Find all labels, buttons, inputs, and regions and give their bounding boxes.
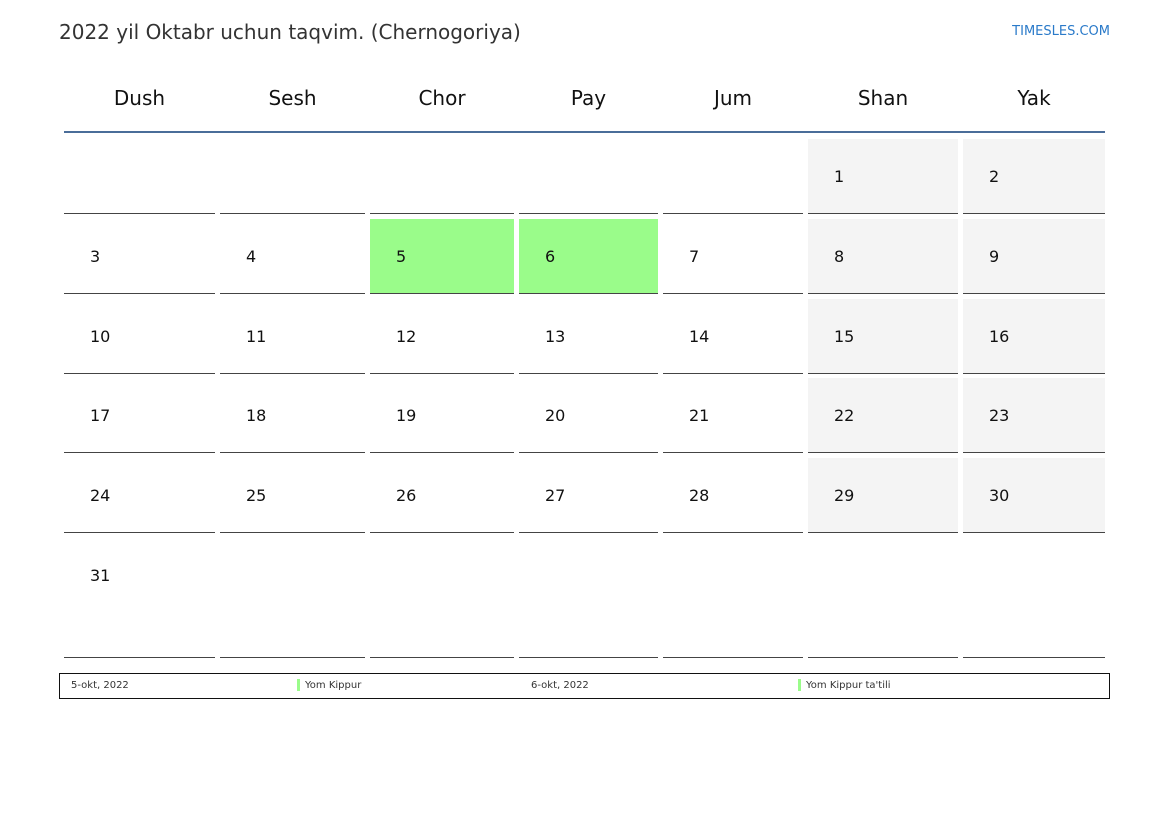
- day-number: 10: [90, 327, 111, 346]
- day-number: 25: [246, 486, 267, 505]
- day-number: 20: [545, 406, 566, 425]
- weekday-header: Dush: [113, 86, 166, 110]
- day-cell: [370, 139, 514, 214]
- day-cell: 15: [808, 299, 958, 374]
- day-number: 27: [545, 486, 566, 505]
- day-number: 15: [834, 327, 855, 346]
- day-number: 14: [689, 327, 710, 346]
- brand-link[interactable]: TIMESLES.COM: [1012, 24, 1110, 39]
- day-number: 21: [689, 406, 710, 425]
- day-cell: 19: [370, 378, 514, 453]
- day-cell: 22: [808, 378, 958, 453]
- day-number: 9: [989, 247, 1000, 266]
- day-cell: [663, 139, 803, 214]
- day-number: 1: [834, 167, 845, 186]
- weekday-header: Yak: [1017, 86, 1051, 110]
- day-cell: 30: [963, 458, 1105, 533]
- page-title: 2022 yil Oktabr uchun taqvim. (Chernogor…: [59, 20, 521, 44]
- day-cell: 3: [64, 219, 215, 294]
- day-cell: 1: [808, 139, 958, 214]
- day-number: 19: [396, 406, 417, 425]
- day-cell: 24: [64, 458, 215, 533]
- day-number: 12: [396, 327, 417, 346]
- day-cell: [808, 538, 958, 658]
- day-number: 6: [545, 247, 556, 266]
- day-number: 2: [989, 167, 1000, 186]
- day-cell: 16: [963, 299, 1105, 374]
- day-number: 7: [689, 247, 700, 266]
- weekday-header: Chor: [418, 86, 466, 110]
- day-cell: 29: [808, 458, 958, 533]
- day-number: 22: [834, 406, 855, 425]
- day-cell: 17: [64, 378, 215, 453]
- day-cell: 26: [370, 458, 514, 533]
- day-cell: 5: [370, 219, 514, 294]
- header-divider: [64, 131, 1105, 133]
- day-number: 4: [246, 247, 257, 266]
- day-cell: 21: [663, 378, 803, 453]
- day-number: 29: [834, 486, 855, 505]
- weekday-header: Sesh: [268, 86, 317, 110]
- day-cell: [963, 538, 1105, 658]
- holiday-color-marker: [798, 679, 801, 691]
- day-cell: 8: [808, 219, 958, 294]
- day-cell: 12: [370, 299, 514, 374]
- day-cell: [519, 538, 658, 658]
- day-cell: 27: [519, 458, 658, 533]
- day-cell: 7: [663, 219, 803, 294]
- day-number: 28: [689, 486, 710, 505]
- day-cell: 13: [519, 299, 658, 374]
- day-number: 31: [90, 566, 111, 585]
- day-cell: [220, 538, 365, 658]
- day-cell: 2: [963, 139, 1105, 214]
- day-number: 8: [834, 247, 845, 266]
- day-number: 23: [989, 406, 1010, 425]
- day-number: 30: [989, 486, 1010, 505]
- day-cell: 10: [64, 299, 215, 374]
- day-cell: 18: [220, 378, 365, 453]
- day-cell: [220, 139, 365, 214]
- day-number: 11: [246, 327, 267, 346]
- day-cell: [519, 139, 658, 214]
- day-cell: 31: [64, 538, 215, 658]
- legend-holiday: Yom Kippur: [305, 680, 362, 691]
- day-cell: 6: [519, 219, 658, 294]
- day-cell: [370, 538, 514, 658]
- legend-date: 6-okt, 2022: [531, 680, 589, 691]
- day-cell: [663, 538, 803, 658]
- day-cell: [64, 139, 215, 214]
- holiday-color-marker: [297, 679, 300, 691]
- legend-holiday: Yom Kippur ta'tili: [806, 680, 891, 691]
- weekday-header: Pay: [570, 86, 607, 110]
- legend-date: 5-okt, 2022: [71, 680, 129, 691]
- weekday-header: Jum: [713, 86, 753, 110]
- holiday-legend: 5-okt, 2022 Yom Kippur 6-okt, 2022 Yom K…: [59, 673, 1110, 699]
- weekday-header: Shan: [857, 86, 909, 110]
- day-number: 13: [545, 327, 566, 346]
- day-cell: 11: [220, 299, 365, 374]
- day-cell: 28: [663, 458, 803, 533]
- day-cell: 23: [963, 378, 1105, 453]
- day-number: 5: [396, 247, 407, 266]
- day-number: 17: [90, 406, 111, 425]
- day-number: 24: [90, 486, 111, 505]
- day-number: 18: [246, 406, 267, 425]
- day-number: 26: [396, 486, 417, 505]
- day-cell: 25: [220, 458, 365, 533]
- day-number: 3: [90, 247, 101, 266]
- day-cell: 9: [963, 219, 1105, 294]
- day-number: 16: [989, 327, 1010, 346]
- day-cell: 4: [220, 219, 365, 294]
- day-cell: 20: [519, 378, 658, 453]
- day-cell: 14: [663, 299, 803, 374]
